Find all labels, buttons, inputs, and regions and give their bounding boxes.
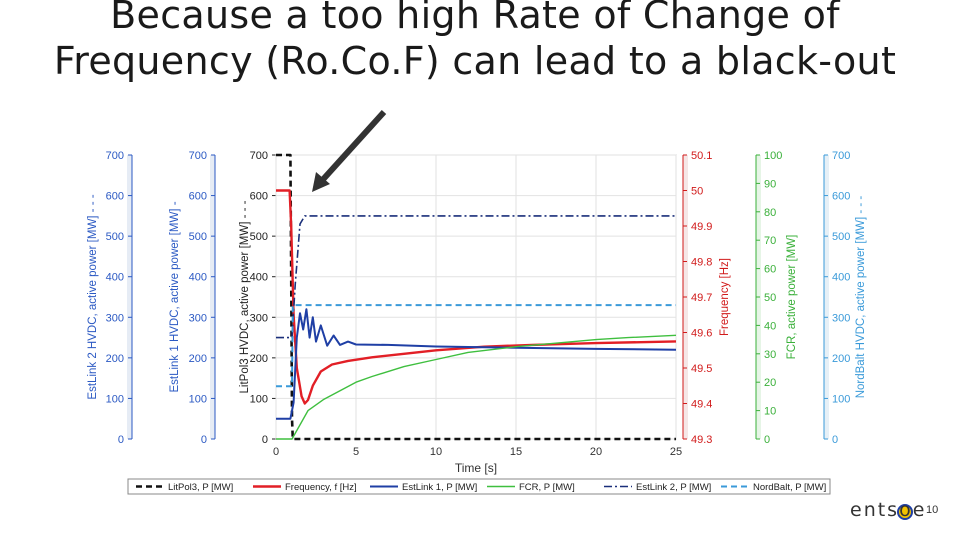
x-tick-label: 10 bbox=[430, 446, 442, 458]
left-axes: 0 100 200 300 400 500 600 700 EstLink 2 HVDC, ac… bbox=[87, 150, 277, 446]
axis-tick-label: 70 bbox=[764, 235, 776, 247]
axis-tick-label: 400 bbox=[832, 272, 850, 284]
legend-label: LitPol3, P [MW] bbox=[168, 482, 233, 493]
series-line-estlink2 bbox=[276, 215, 676, 339]
axis-label-fcr: FCR, active power [MW] bbox=[786, 235, 798, 360]
axis-tick-label: 0 bbox=[764, 434, 770, 446]
axis-tick-label: 600 bbox=[189, 191, 207, 203]
axis-tick-label: 600 bbox=[832, 191, 850, 203]
axis-tick-label: 30 bbox=[764, 349, 776, 361]
axis-tick-label: 300 bbox=[189, 312, 207, 324]
plot-frame bbox=[275, 154, 677, 440]
axis-label-nordbalt: NordBalt HVDC, active power [MW] - - - bbox=[855, 196, 867, 399]
axis-tick-label: 20 bbox=[764, 377, 776, 389]
axis-tick-label: 0 bbox=[118, 434, 124, 446]
axis-tick-label: 49.8 bbox=[691, 257, 712, 269]
x-axis-label: Time [s] bbox=[455, 461, 497, 475]
axis-band bbox=[127, 155, 132, 439]
axis-tick-label: 40 bbox=[764, 320, 776, 332]
axis-tick-label: 700 bbox=[106, 150, 124, 162]
axis-band bbox=[210, 155, 215, 439]
axis-tick-label: 50.1 bbox=[691, 150, 712, 162]
axis-tick-label: 50 bbox=[691, 186, 703, 198]
axis-label-estlink1: EstLink 1 HVDC, active power [MW] - bbox=[169, 201, 181, 392]
axis-tick-label: 49.4 bbox=[691, 399, 712, 411]
x-tick-label: 0 bbox=[273, 446, 279, 458]
series-line-estlink1 bbox=[276, 308, 677, 420]
axis-tick-label: 500 bbox=[106, 231, 124, 243]
axis-tick-label: 100 bbox=[250, 393, 268, 405]
x-tick-label: 15 bbox=[510, 446, 522, 458]
logo-disc-icon bbox=[897, 504, 913, 520]
axis-tick-label: 300 bbox=[250, 312, 268, 324]
axis-label-litpol: LitPol3 HVDC, active power [MW] - - - bbox=[239, 200, 251, 393]
legend-label: EstLink 2, P [MW] bbox=[636, 482, 711, 493]
axis-tick-label: 100 bbox=[189, 393, 207, 405]
axis-tick-label: 400 bbox=[250, 272, 268, 284]
axis-tick-label: 100 bbox=[106, 393, 124, 405]
x-tick-label: 20 bbox=[590, 446, 602, 458]
axis-tick-label: 100 bbox=[764, 150, 782, 162]
axis-tick-label: 400 bbox=[189, 272, 207, 284]
axis-tick-label: 0 bbox=[201, 434, 207, 446]
axis-tick-label: 60 bbox=[764, 264, 776, 276]
axis-tick-label: 200 bbox=[250, 353, 268, 365]
right-axes: 49.3 49.4 49.5 49.6 49.7 49.8 49.9 50 50.1 Freque… bbox=[682, 150, 867, 446]
plot-area bbox=[275, 154, 677, 440]
axis-tick-label: 200 bbox=[832, 353, 850, 365]
legend-label: FCR, P [MW] bbox=[519, 482, 575, 493]
axis-tick-label: 49.3 bbox=[691, 434, 712, 446]
axis-tick-label: 700 bbox=[832, 150, 850, 162]
axis-tick-label: 300 bbox=[106, 312, 124, 324]
axis-tick-label: 49.5 bbox=[691, 363, 712, 375]
x-tick-label: 5 bbox=[353, 446, 359, 458]
axis-tick-label: 500 bbox=[832, 231, 850, 243]
axis-tick-label: 0 bbox=[832, 434, 838, 446]
x-tick-label: 25 bbox=[670, 446, 682, 458]
axis-tick-label: 49.7 bbox=[691, 292, 712, 304]
arrow-head bbox=[312, 172, 330, 192]
axis-band bbox=[824, 155, 829, 439]
axis-tick-label: 700 bbox=[250, 150, 268, 162]
legend-box bbox=[127, 478, 831, 495]
axis-tick-label: 200 bbox=[189, 353, 207, 365]
axis-tick-label: 400 bbox=[106, 272, 124, 284]
axis-tick-label: 100 bbox=[832, 393, 850, 405]
x-axis: 0 5 10 15 20 25 Time [s] bbox=[273, 446, 682, 475]
series-layer bbox=[276, 153, 677, 441]
axis-tick-label: 80 bbox=[764, 207, 776, 219]
arrow-shaft bbox=[315, 109, 387, 188]
axis-tick-label: 49.6 bbox=[691, 328, 712, 340]
legend-label: NordBalt, P [MW] bbox=[753, 482, 826, 493]
axis-tick-label: 49.9 bbox=[691, 221, 712, 233]
slide-title: Because a too high Rate of Change of Fre… bbox=[53, 0, 897, 83]
legend: LitPol3, P [MW] Frequency, f [Hz] EstLink … bbox=[127, 478, 831, 495]
axis-tick-label: 10 bbox=[764, 406, 776, 418]
entsoe-logo: entsoe bbox=[850, 499, 927, 521]
axis-label-estlink2: EstLink 2 HVDC, active power [MW] - - - bbox=[87, 194, 99, 399]
axis-tick-label: 90 bbox=[764, 178, 776, 190]
legend-label: EstLink 1, P [MW] bbox=[402, 482, 477, 493]
logo-mark bbox=[897, 504, 913, 520]
slide-number: 10 bbox=[926, 504, 939, 516]
axis-tick-label: 200 bbox=[106, 353, 124, 365]
series-line-fcr bbox=[276, 334, 677, 440]
axis-tick-label: 500 bbox=[189, 231, 207, 243]
axis-tick-label: 50 bbox=[764, 292, 776, 304]
axis-tick-label: 300 bbox=[832, 312, 850, 324]
annotation-arrow bbox=[312, 109, 387, 192]
axis-label-frequency: Frequency [Hz] bbox=[719, 258, 731, 336]
axis-tick-label: 600 bbox=[106, 191, 124, 203]
series-line-litpol bbox=[276, 153, 676, 441]
axis-tick-label: 500 bbox=[250, 231, 268, 243]
axis-tick-label: 700 bbox=[189, 150, 207, 162]
axis-tick-label: 600 bbox=[250, 191, 268, 203]
legend-label: Frequency, f [Hz] bbox=[285, 482, 357, 493]
axis-tick-label: 0 bbox=[262, 434, 268, 446]
